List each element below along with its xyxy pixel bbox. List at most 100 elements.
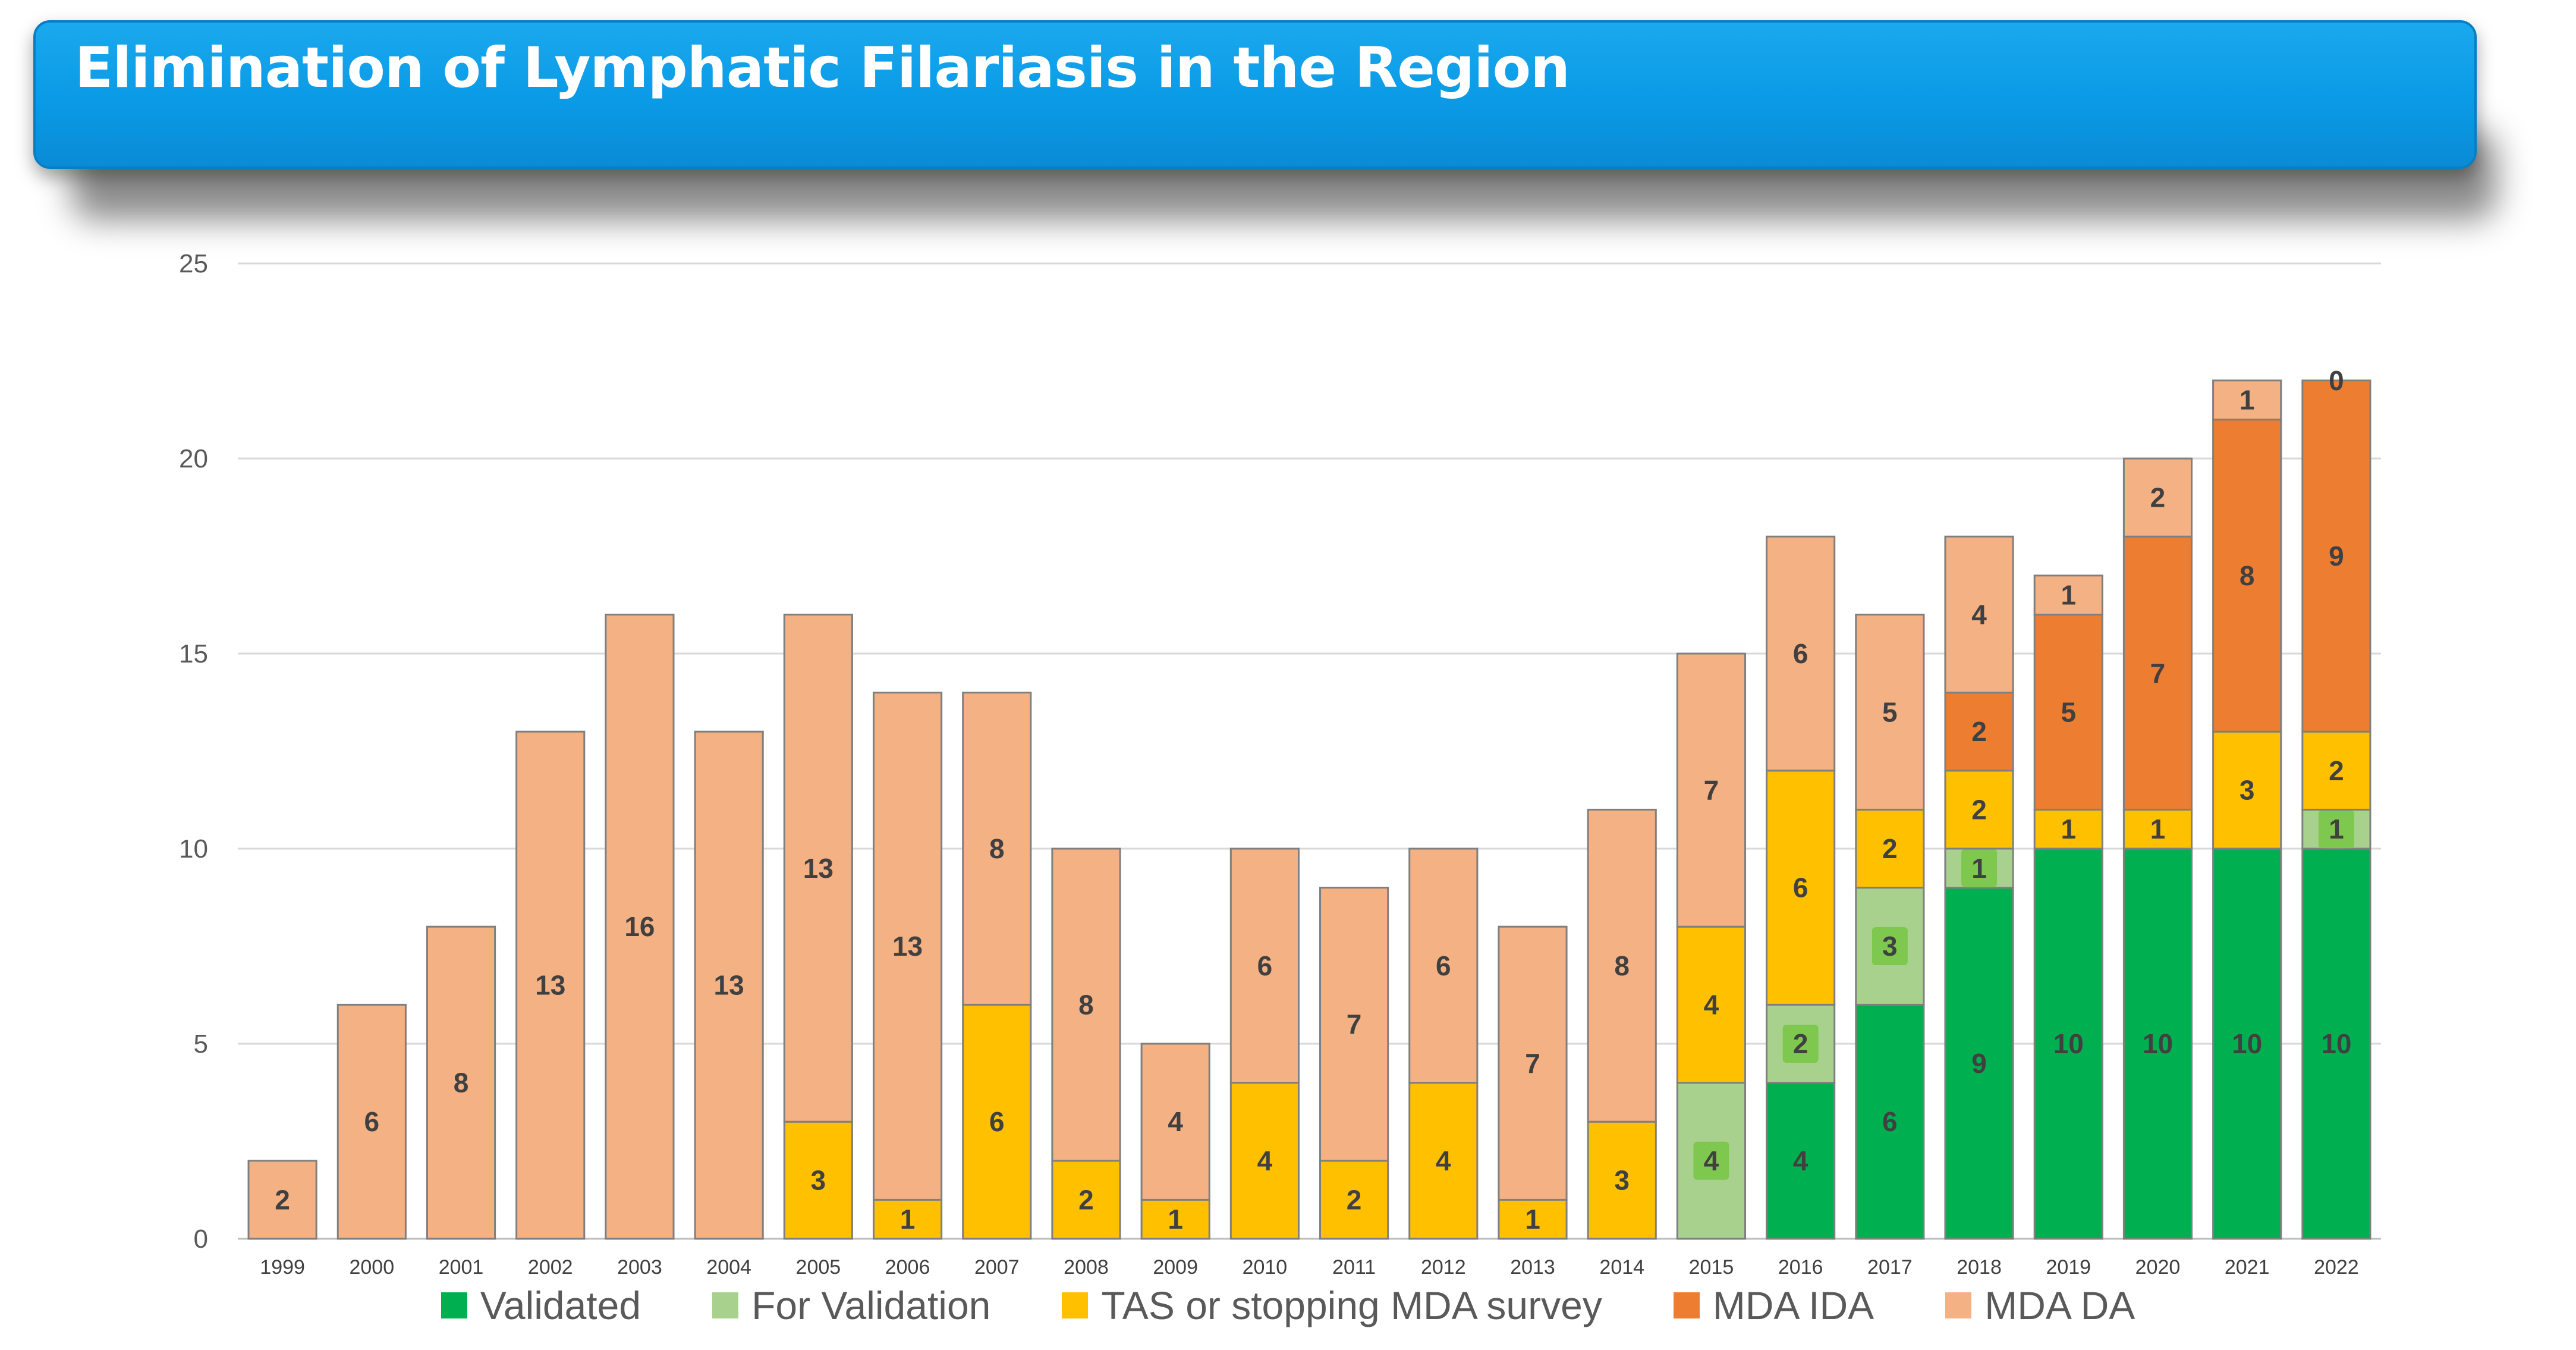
- x-tick-label: 2016: [1778, 1256, 1823, 1279]
- x-tick-label: 2009: [1153, 1256, 1198, 1279]
- data-label: 1: [2061, 814, 2076, 844]
- bar-segment-tas-or-stopping-mda-survey: [2212, 730, 2282, 850]
- data-label: 7: [1347, 1009, 1362, 1040]
- data-label: 6: [1882, 1106, 1898, 1137]
- legend-label: TAS or stopping MDA survey: [1101, 1283, 1602, 1327]
- bar-segment-mda-da: [515, 730, 586, 1240]
- legend-swatch: [441, 1292, 467, 1318]
- data-label: 0: [2329, 365, 2344, 396]
- data-label: 10: [2143, 1028, 2173, 1059]
- x-tick-label: 2019: [2046, 1256, 2091, 1279]
- data-label: 6: [364, 1106, 380, 1137]
- bar-segment-validated: [1944, 887, 2014, 1240]
- bar-segment-tas-or-stopping-mda-survey: [1319, 1160, 1389, 1240]
- data-label: 10: [2232, 1028, 2262, 1059]
- data-label: 5: [1882, 696, 1898, 727]
- data-label: 7: [1704, 775, 1719, 806]
- data-label: 13: [714, 970, 744, 1001]
- x-tick-label: 2012: [1421, 1256, 1466, 1279]
- data-label: 6: [1257, 950, 1273, 981]
- data-label: 4: [1257, 1145, 1273, 1176]
- x-tick-label: 2013: [1510, 1256, 1555, 1279]
- data-label-highlight: [2318, 810, 2354, 849]
- legend-item: Validated: [441, 1283, 641, 1328]
- data-label: 6: [1793, 872, 1808, 903]
- data-label-highlight: [1693, 1141, 1729, 1180]
- page-title: Elimination of Lymphatic Filariasis in t…: [75, 36, 1570, 101]
- data-label: 16: [624, 911, 655, 942]
- bar-segment-mda-da: [1408, 847, 1479, 1084]
- data-label: 6: [1436, 950, 1451, 981]
- bar-segment-mda-da: [1229, 847, 1300, 1084]
- data-label: 8: [2240, 560, 2255, 591]
- data-label: 7: [2150, 658, 2166, 689]
- legend-swatch: [712, 1292, 739, 1318]
- x-tick-label: 2014: [1599, 1256, 1644, 1279]
- bar-segment-validated: [2033, 847, 2103, 1240]
- data-label: 9: [1971, 1048, 1987, 1079]
- bar-segment-mda-da: [2033, 574, 2103, 616]
- data-label: 8: [454, 1068, 469, 1098]
- data-label: 1: [1525, 1204, 1540, 1235]
- data-label: 4: [1168, 1106, 1183, 1137]
- legend-swatch: [1945, 1292, 1972, 1318]
- x-tick-label: 2018: [1957, 1256, 2002, 1279]
- bar-segment-mda-da: [1587, 808, 1657, 1123]
- bar-segment-tas-or-stopping-mda-survey: [2301, 730, 2371, 811]
- bar-segment-tas-or-stopping-mda-survey: [872, 1198, 943, 1240]
- data-label-highlight: [1872, 927, 1908, 965]
- bar-segment-mda-da: [1051, 847, 1121, 1162]
- legend-label: MDA DA: [1984, 1283, 2135, 1327]
- legend-swatch: [1673, 1292, 1700, 1318]
- data-label: 1: [2329, 814, 2344, 844]
- x-tick-label: 2004: [706, 1256, 751, 1279]
- x-tick-label: 2020: [2135, 1256, 2181, 1279]
- x-tick-label: 2003: [617, 1256, 662, 1279]
- legend-label: For Validation: [751, 1283, 991, 1327]
- data-label: 4: [1793, 1145, 1808, 1176]
- bar-segment-mda-da: [605, 613, 675, 1240]
- legend-item: MDA DA: [1945, 1283, 2135, 1328]
- data-label: 10: [2321, 1028, 2351, 1059]
- y-tick-label: 5: [194, 1029, 208, 1059]
- bar-segment-mda-da: [1944, 535, 2014, 694]
- bar-segment-tas-or-stopping-mda-survey: [2122, 808, 2193, 850]
- x-tick-label: 2000: [349, 1256, 394, 1279]
- x-tick-label: 2022: [2314, 1256, 2359, 1279]
- data-label: 4: [1436, 1145, 1451, 1176]
- x-tick-label: 2007: [974, 1256, 1020, 1279]
- bar-segment-mda-da: [1319, 887, 1389, 1162]
- data-label: 6: [989, 1106, 1005, 1137]
- x-tick-label: 2017: [1867, 1256, 1913, 1279]
- bar-segment-mda-da: [783, 613, 853, 1123]
- data-label: 1: [1168, 1204, 1183, 1235]
- x-tick-label: 2010: [1243, 1256, 1288, 1279]
- y-tick-label: 15: [179, 639, 208, 668]
- data-label: 2: [1347, 1184, 1362, 1215]
- legend-item: For Validation: [712, 1283, 990, 1328]
- data-label: 2: [2150, 482, 2166, 513]
- data-label: 1: [2150, 814, 2166, 844]
- bar-segment-tas-or-stopping-mda-survey: [1944, 770, 2014, 850]
- y-tick-label: 25: [179, 249, 208, 278]
- bar-segment-mda-da: [962, 692, 1032, 1006]
- data-label: 3: [1614, 1165, 1630, 1196]
- data-label: 7: [1525, 1048, 1540, 1079]
- data-label: 3: [2240, 775, 2255, 806]
- data-label: 10: [2053, 1028, 2084, 1059]
- bar-segment-mda-da: [2212, 379, 2282, 420]
- y-tick-label: 0: [194, 1225, 208, 1254]
- data-label: 8: [1614, 950, 1630, 981]
- data-label: 4: [1704, 989, 1719, 1020]
- data-label: 2: [1793, 1028, 1808, 1059]
- bar-segment-mda-da: [872, 692, 943, 1201]
- y-tick-label: 10: [179, 834, 208, 864]
- data-label: 2: [1971, 794, 1987, 825]
- bar-segment-mda-da: [247, 1160, 317, 1240]
- data-label: 1: [2240, 385, 2255, 416]
- data-label: 2: [1882, 833, 1898, 864]
- data-label-highlight: [1782, 1025, 1819, 1063]
- bar-segment-mda-ida: [2301, 379, 2371, 733]
- data-label: 2: [275, 1184, 290, 1215]
